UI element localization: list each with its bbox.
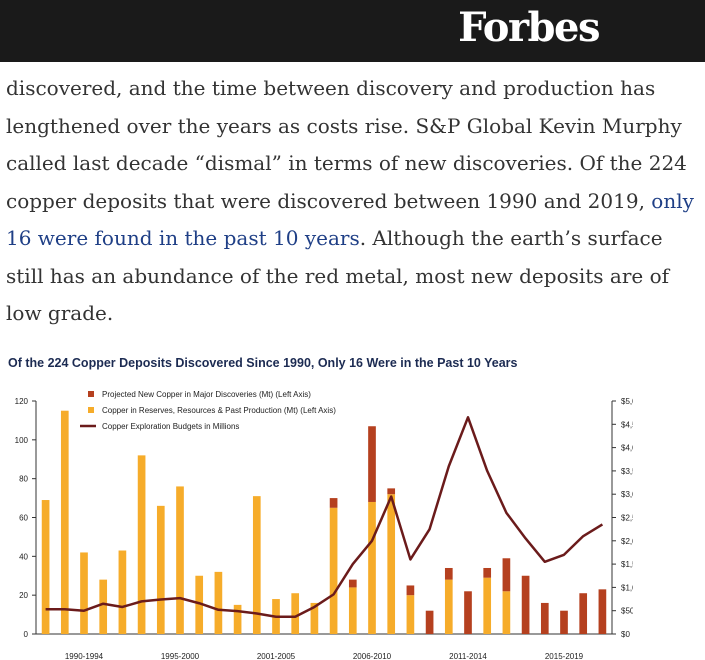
right-axis-tick-label: $5,000: [621, 397, 633, 406]
bar-projected: [483, 567, 492, 578]
paragraph-text-after-link: . Although the earth’s surface still has…: [6, 226, 670, 325]
right-axis-tick-label: $500: [621, 607, 633, 616]
right-axis-tick-label: $4,000: [621, 444, 633, 453]
bar-reserves: [329, 507, 338, 634]
right-axis-tick-label: $2,500: [621, 514, 633, 523]
left-axis-tick-label: 20: [19, 591, 28, 600]
bar-projected: [521, 575, 530, 634]
paragraph-text-before-link: discovered, and the time between discove…: [6, 76, 687, 213]
x-axis-tick-label: 2001-2005: [257, 652, 296, 660]
chart-title: Of the 224 Copper Deposits Discovered Si…: [8, 356, 518, 370]
legend-label: Copper Exploration Budgets in Millions: [102, 422, 239, 431]
bar-reserves: [41, 500, 50, 634]
bar-reserves: [214, 571, 223, 634]
bar-reserves: [348, 587, 357, 634]
x-axis-tick-label: 2011-2014: [449, 652, 487, 660]
bar-reserves: [368, 501, 376, 634]
right-axis-tick-label: $0: [621, 630, 630, 639]
bar-projected: [560, 610, 568, 634]
left-axis-tick-label: 40: [19, 552, 28, 561]
right-axis-tick-label: $1,500: [621, 560, 633, 569]
left-axis-tick-label: 0: [24, 630, 29, 639]
legend-swatch: [88, 391, 94, 397]
bar-projected: [540, 602, 549, 634]
bar-reserves: [291, 593, 300, 634]
bar-reserves: [176, 486, 184, 634]
bar-reserves: [137, 455, 146, 634]
past-10-years-link[interactable]: only 16 were found in the past 10 years: [6, 188, 694, 251]
article-body: discovered, and the time between discove…: [6, 70, 696, 333]
chart-figure: Of the 224 Copper Deposits Discovered Si…: [0, 350, 633, 660]
right-axis-tick-label: $2,000: [621, 537, 633, 546]
bar-reserves: [156, 505, 165, 634]
bar-reserves: [406, 595, 415, 634]
x-axis-tick-label: 1990-1994: [65, 652, 104, 660]
bar-reserves: [233, 604, 242, 634]
right-axis-tick-label: $3,000: [621, 490, 633, 499]
legend-label: Copper in Reserves, Resources & Past Pro…: [102, 406, 336, 415]
left-axis-tick-label: 60: [19, 514, 28, 523]
bar-reserves: [252, 496, 261, 634]
legend-label: Projected New Copper in Major Discoverie…: [102, 390, 311, 399]
left-axis-tick-label: 100: [15, 436, 29, 445]
bar-projected: [406, 585, 415, 596]
copper-chart: 0 20 40 60 80 100 120 $0 $500 $1,000 $1,500 $2,000 $…: [15, 390, 633, 660]
bar-projected: [387, 488, 396, 495]
x-axis-tick-label: 1995-2000: [161, 652, 200, 660]
bar-projected: [598, 589, 607, 634]
bar-projected: [348, 579, 357, 588]
bar-reserves: [60, 410, 69, 634]
bar-reserves: [118, 550, 127, 634]
bar-projected: [464, 591, 472, 634]
bar-reserves: [483, 577, 492, 634]
top-bar: Forbes: [0, 0, 705, 62]
bar-projected: [502, 558, 511, 592]
article-paragraph: discovered, and the time between discove…: [6, 70, 696, 333]
bar-reserves: [99, 579, 108, 634]
left-axis-tick-label: 120: [15, 397, 29, 406]
bar-reserves: [387, 494, 396, 634]
right-axis-tick-label: $4,500: [621, 420, 633, 429]
bar-reserves: [310, 602, 319, 634]
forbes-logo[interactable]: Forbes: [458, 4, 600, 51]
bar-reserves: [80, 552, 88, 634]
bar-projected: [425, 610, 434, 634]
right-axis-tick-label: $1,000: [621, 583, 633, 592]
bar-projected: [368, 426, 376, 502]
bar-projected: [329, 498, 338, 508]
bar-reserves: [444, 579, 453, 634]
budget-line: [45, 416, 604, 619]
x-axis-tick-label: 2015-2019: [545, 652, 584, 660]
x-axis-tick-label: 2006-2010: [353, 652, 392, 660]
legend-swatch: [88, 407, 94, 413]
bar-projected: [444, 567, 453, 580]
left-axis-tick-label: 80: [19, 475, 28, 484]
bar-projected: [579, 593, 588, 634]
bar-reserves: [502, 591, 511, 634]
bar-reserves: [195, 575, 204, 634]
right-axis-tick-label: $3,500: [621, 467, 633, 476]
